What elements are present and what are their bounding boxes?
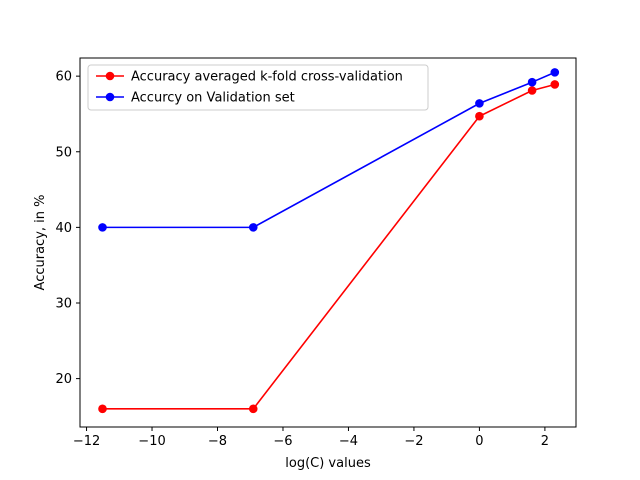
plot-area (98, 68, 560, 414)
x-tick-label-1: −10 (138, 434, 165, 449)
y-tick-label-0: 20 (55, 372, 72, 387)
x-tick-label-6: 0 (475, 434, 483, 449)
data-point-1-4 (550, 68, 560, 77)
data-point-1-0 (98, 223, 107, 232)
data-point-0-1 (248, 404, 258, 414)
data-point-0-3 (527, 86, 537, 95)
y-tick-label-1: 30 (55, 296, 72, 311)
legend-marker-0 (105, 71, 115, 81)
axes-frame (79, 57, 577, 428)
axes: −12 −10 −8 −6 −4 −2 0 2 20 30 40 50 60 (55, 57, 577, 449)
x-tick-label-7: 2 (541, 434, 549, 449)
x-tick-label-2: −8 (208, 434, 227, 449)
data-point-0-4 (550, 80, 560, 89)
data-point-1-3 (527, 77, 537, 87)
y-tick-label-3: 50 (55, 145, 72, 160)
data-point-0-0 (98, 404, 107, 414)
x-tick-label-3: −6 (273, 434, 292, 449)
x-tick-label-4: −4 (339, 434, 358, 449)
x-axis-label: log(C) values (285, 456, 371, 471)
legend-frame (87, 64, 429, 111)
x-tick-label-0: −12 (73, 434, 100, 449)
data-point-1-2 (475, 99, 484, 108)
legend-marker-1 (105, 92, 115, 102)
y-tick-label-4: 60 (55, 70, 72, 85)
y-tick-label-2: 40 (55, 221, 72, 236)
y-axis-label: Accuracy, in % (33, 195, 48, 291)
legend-label-validation: Accurcy on Validation set (131, 91, 295, 106)
data-point-1-1 (248, 223, 258, 232)
data-point-0-2 (475, 111, 484, 121)
x-tick-label-5: −2 (404, 434, 423, 449)
legend-label-cv: Accuracy averaged k-fold cross-validatio… (131, 70, 403, 85)
legend: Accuracy averaged k-fold cross-validatio… (87, 64, 429, 111)
